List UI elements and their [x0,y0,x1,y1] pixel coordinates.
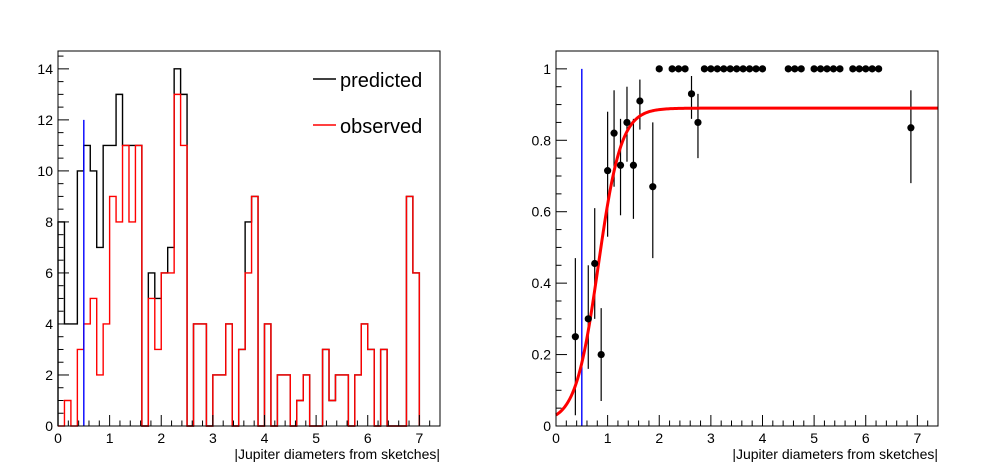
data-point [597,350,605,359]
x-tick-label: 0 [552,430,560,446]
legend-label-predicted: predicted [340,70,422,92]
data-point [675,65,683,73]
axes: 0 1 2 3 4 5 6 7 0 0.2 0.4 0.6 0.8 1 [532,50,939,446]
data-point [758,65,767,73]
x-tick-label: 5 [312,430,320,446]
data-point [623,118,631,127]
data-point [752,65,760,73]
y-tick-label: 8 [45,214,53,230]
data-point [739,65,747,73]
data-point [616,161,625,169]
y-tick-label: 0.8 [532,132,552,148]
data-point [571,333,579,341]
y-tick-label: 4 [45,316,53,332]
data-point [791,65,799,73]
data-point [784,65,792,73]
x-tick-label: 2 [157,430,165,446]
x-axis-label: |Jupiter diameters from sketches| [234,446,440,462]
error-bars [574,76,912,416]
x-tick-label: 3 [707,430,715,446]
x-tick-label: 4 [759,430,767,446]
x-tick-label: 7 [415,430,423,446]
x-tick-label: 0 [54,430,62,446]
data-point [681,65,689,73]
data-point [687,90,696,98]
data-point [668,65,676,73]
y-tick-label: 1 [543,61,551,77]
data-point [849,65,857,73]
y-tick-label: 10 [37,163,53,179]
y-tick-label: 6 [45,265,53,281]
x-axis-label: |Jupiter diameters from sketches| [732,446,938,462]
x-tick-label: 5 [810,430,818,446]
data-point [733,65,741,73]
data-point [855,65,863,73]
x-tick-label: 2 [655,430,663,446]
x-tick-label: 6 [364,430,372,446]
x-tick-label: 7 [913,430,921,446]
x-tick-label: 3 [209,430,217,446]
data-point [862,65,870,73]
data-point [629,161,638,169]
data-point [584,315,592,323]
efficiency-panel: 0 1 2 3 4 5 6 7 0 0.2 0.4 0.6 0.8 1 |Jupiter diameter… [532,50,939,462]
data-point [868,65,876,73]
x-tick-label: 1 [604,430,612,446]
data-point [816,65,825,73]
y-tick-label: 0.2 [532,347,552,363]
data-point [604,167,612,175]
plot-frame [57,50,441,427]
data-point [829,65,838,73]
data-points [571,65,915,359]
x-tick-label: 4 [261,430,269,446]
data-point [655,65,663,73]
data-point [649,183,657,191]
data-point [591,259,599,268]
data-point [823,65,831,73]
y-tick-label: 0 [45,418,53,434]
legend-label-observed: observed [340,116,422,138]
y-tick-label: 14 [37,61,53,77]
data-point [700,65,709,73]
series-observed [58,93,421,427]
data-point [720,65,728,73]
y-tick-label: 0.4 [532,275,552,291]
x-tick-label: 1 [106,430,114,446]
data-point [726,65,734,73]
plot-frame [555,50,939,427]
fit-curve [555,106,938,417]
data-point [636,97,644,105]
data-point [713,65,721,73]
data-point [797,65,805,73]
data-point [875,65,883,73]
data-point [836,65,844,73]
data-point [610,129,618,137]
data-point [745,65,754,73]
y-tick-label: 0.6 [532,204,552,220]
legend: predicted observed [313,70,422,138]
data-point [810,65,818,73]
y-tick-label: 0 [543,418,551,434]
data-point [907,124,915,132]
y-tick-label: 12 [37,112,53,128]
data-point [694,118,702,127]
x-tick-label: 6 [862,430,870,446]
y-tick-label: 2 [45,367,53,383]
data-point [707,65,715,73]
